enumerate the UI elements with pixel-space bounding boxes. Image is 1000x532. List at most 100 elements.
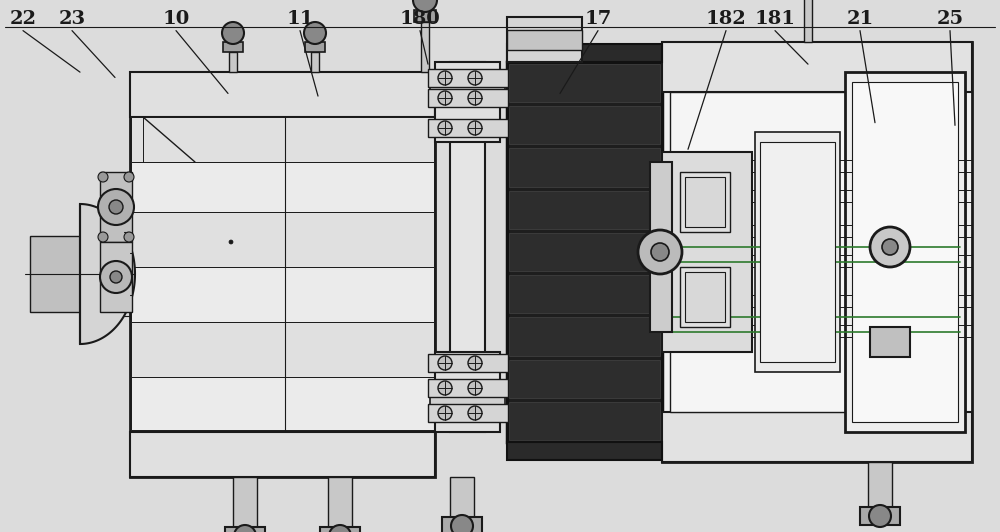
Bar	[662, 160, 972, 172]
Bar	[662, 295, 972, 307]
Text: 23: 23	[58, 10, 86, 28]
Bar	[509, 148, 660, 187]
Circle shape	[98, 189, 134, 225]
Bar	[509, 64, 660, 102]
Bar	[507, 17, 582, 62]
Circle shape	[438, 121, 452, 135]
Bar	[662, 42, 972, 92]
Bar	[685, 177, 725, 227]
Bar	[131, 117, 434, 162]
Bar	[509, 317, 660, 355]
Circle shape	[229, 240, 233, 244]
Circle shape	[651, 243, 669, 261]
Bar	[755, 132, 840, 372]
Bar	[435, 352, 500, 432]
Circle shape	[882, 239, 898, 255]
Circle shape	[468, 91, 482, 105]
Text: 10: 10	[162, 10, 190, 28]
Bar	[100, 172, 132, 242]
Bar	[868, 462, 892, 507]
Bar	[860, 507, 900, 525]
Bar	[760, 142, 835, 362]
Bar	[223, 42, 243, 52]
Circle shape	[304, 22, 326, 44]
Bar	[804, 0, 812, 42]
Circle shape	[869, 505, 891, 527]
Bar	[450, 62, 485, 432]
Bar	[662, 325, 972, 337]
Circle shape	[438, 406, 452, 420]
Bar	[450, 477, 474, 517]
Circle shape	[329, 525, 351, 532]
Bar	[131, 322, 434, 377]
Bar	[680, 267, 730, 327]
Bar	[421, 22, 429, 72]
Bar	[435, 62, 500, 142]
Bar	[680, 172, 730, 232]
Bar	[320, 527, 360, 532]
Bar	[428, 69, 508, 87]
Circle shape	[98, 172, 108, 182]
Polygon shape	[80, 204, 135, 344]
Bar	[662, 255, 972, 267]
Bar	[852, 82, 958, 422]
Bar	[442, 517, 482, 532]
Bar	[650, 162, 672, 332]
Bar	[131, 267, 434, 322]
Bar	[507, 44, 662, 62]
Bar	[685, 272, 725, 322]
Bar	[662, 42, 972, 462]
Bar	[130, 432, 435, 477]
Bar	[233, 477, 257, 527]
Circle shape	[438, 91, 452, 105]
Circle shape	[110, 271, 122, 283]
Circle shape	[468, 381, 482, 395]
Bar	[509, 275, 660, 313]
Circle shape	[98, 232, 108, 242]
Bar	[414, 10, 436, 22]
Bar	[509, 190, 660, 229]
Bar	[670, 92, 965, 412]
Bar	[507, 442, 662, 460]
Bar	[509, 360, 660, 398]
Bar	[131, 212, 434, 267]
Bar	[100, 242, 132, 312]
Circle shape	[124, 232, 134, 242]
Bar	[30, 236, 80, 312]
Text: 182: 182	[706, 10, 746, 28]
Bar	[509, 233, 660, 271]
Circle shape	[468, 356, 482, 370]
Bar	[328, 477, 352, 527]
Bar	[428, 379, 508, 397]
Circle shape	[870, 227, 910, 267]
Bar	[662, 190, 972, 202]
Text: 180: 180	[400, 10, 440, 28]
Text: 25: 25	[936, 10, 964, 28]
Text: 11: 11	[286, 10, 314, 28]
Bar	[662, 225, 972, 237]
Text: 181: 181	[755, 10, 796, 28]
Text: 17: 17	[584, 10, 612, 28]
Bar	[428, 354, 508, 372]
Circle shape	[438, 356, 452, 370]
Text: 21: 21	[846, 10, 874, 28]
Circle shape	[124, 172, 134, 182]
Circle shape	[438, 71, 452, 85]
Bar	[509, 106, 660, 145]
Circle shape	[413, 0, 437, 12]
Bar	[428, 404, 508, 422]
Bar	[225, 527, 265, 532]
Bar	[305, 42, 325, 52]
Bar	[662, 152, 752, 352]
Circle shape	[451, 515, 473, 532]
Text: 22: 22	[10, 10, 36, 28]
Circle shape	[109, 200, 123, 214]
Bar	[131, 377, 434, 430]
Bar	[311, 52, 319, 72]
Bar	[130, 72, 435, 477]
Circle shape	[222, 22, 244, 44]
Bar	[130, 72, 435, 117]
Circle shape	[468, 406, 482, 420]
Bar	[430, 72, 505, 102]
Bar	[430, 392, 505, 422]
